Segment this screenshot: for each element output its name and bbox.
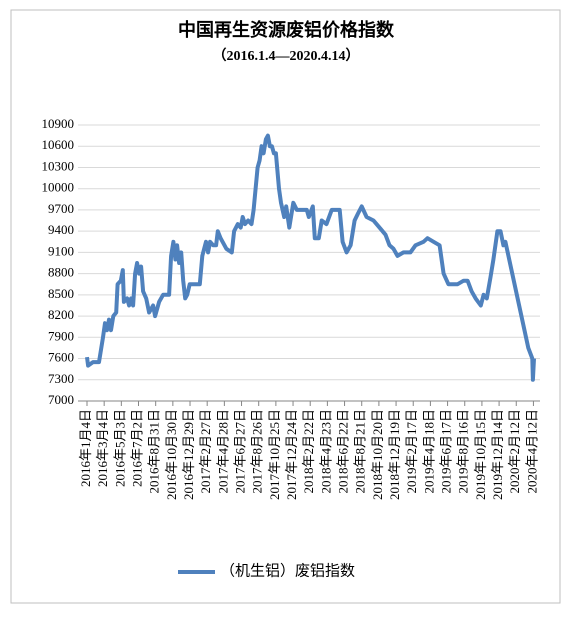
y-tick-label: 7600 — [48, 350, 74, 365]
x-tick-label: 2018年6月22日 — [336, 409, 351, 494]
x-tick-label: 2019年6月17日 — [439, 409, 454, 494]
x-tick-label: 2019年8月16日 — [456, 409, 471, 494]
x-tick-label: 2017年2月27日 — [198, 409, 213, 494]
x-tick-label: 2016年10月30日 — [164, 409, 179, 500]
chart-border — [10, 9, 561, 604]
x-tick-label: 2016年1月4日 — [78, 409, 93, 487]
x-tick-label: 2019年10月15日 — [473, 409, 488, 500]
x-tick-label: 2020年2月12日 — [507, 409, 522, 494]
y-tick-label: 8800 — [48, 265, 74, 280]
x-tick-label: 2017年6月27日 — [233, 409, 248, 494]
y-tick-label: 10600 — [42, 137, 75, 152]
y-tick-label: 7000 — [48, 392, 74, 407]
x-tick-label: 2020年4月12日 — [524, 409, 539, 494]
y-tick-label: 10900 — [42, 116, 75, 131]
y-tick-label: 7300 — [48, 371, 74, 386]
x-tick-label: 2016年5月3日 — [112, 409, 127, 487]
x-tick-label: 2018年8月21日 — [353, 409, 368, 494]
x-tick-label: 2018年12月19日 — [387, 409, 402, 500]
x-tick-label: 2016年8月31日 — [147, 409, 162, 494]
x-tick-label: 2019年2月17日 — [404, 409, 419, 494]
y-tick-label: 9700 — [48, 201, 74, 216]
legend-label: （机生铝）废铝指数 — [220, 562, 355, 579]
x-tick-label: 2017年12月24日 — [284, 409, 299, 500]
data-line — [85, 133, 536, 382]
x-tick-label: 2019年4月18日 — [421, 409, 436, 494]
y-tick-label: 10000 — [42, 180, 75, 195]
y-tick-label: 9400 — [48, 222, 74, 237]
x-tick-label: 2018年2月22日 — [301, 409, 316, 494]
y-tick-label: 10300 — [42, 158, 75, 173]
x-tick-label: 2016年7月2日 — [129, 409, 144, 487]
x-tick-label: 2016年12月29日 — [181, 409, 196, 500]
chart-subtitle: （2016.1.4—2020.4.14） — [213, 48, 360, 64]
y-tick-label: 8200 — [48, 307, 74, 322]
chart-title: 中国再生资源废铝价格指数 — [178, 19, 395, 40]
x-tick-label: 2018年4月23日 — [318, 409, 333, 494]
y-tick-label: 7900 — [48, 328, 74, 343]
y-tick-label: 8500 — [48, 286, 74, 301]
x-tick-label: 2018年10月20日 — [370, 409, 385, 500]
x-tick-label: 2017年10月25日 — [267, 409, 282, 500]
x-tick-label: 2017年8月26日 — [250, 409, 265, 494]
x-tick-label: 2017年4月28日 — [215, 409, 230, 494]
x-tick-label: 2016年3月4日 — [95, 409, 110, 487]
x-tick-label: 2019年12月14日 — [490, 409, 505, 500]
y-tick-label: 9100 — [48, 243, 74, 258]
